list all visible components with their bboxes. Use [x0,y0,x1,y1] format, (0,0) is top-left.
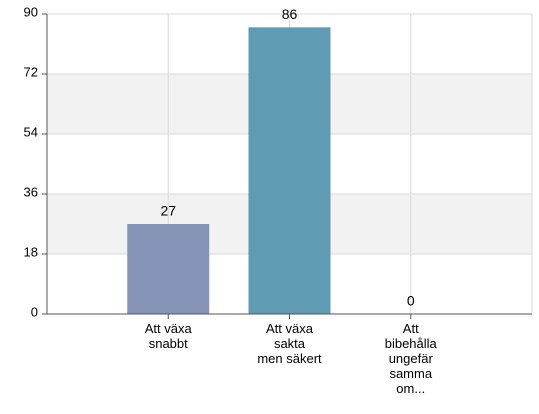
y-tick-label: 72 [24,64,38,79]
y-tick-label: 0 [31,304,38,319]
y-tick-label: 54 [24,124,38,139]
bar [127,224,210,314]
x-tick-label: Att växa snabbt [145,321,193,351]
bar [248,27,331,314]
x-tick-label: Att bibehålla ungefär samma om... [385,321,438,396]
y-tick-label: 18 [24,244,38,259]
value-label: 86 [282,6,298,22]
y-tick-label: 36 [24,184,38,199]
y-tick-label: 90 [24,4,38,19]
x-tick-label: Att växa sakta men säkert [257,321,322,366]
value-label: 27 [160,203,176,219]
value-label: 0 [407,293,415,309]
